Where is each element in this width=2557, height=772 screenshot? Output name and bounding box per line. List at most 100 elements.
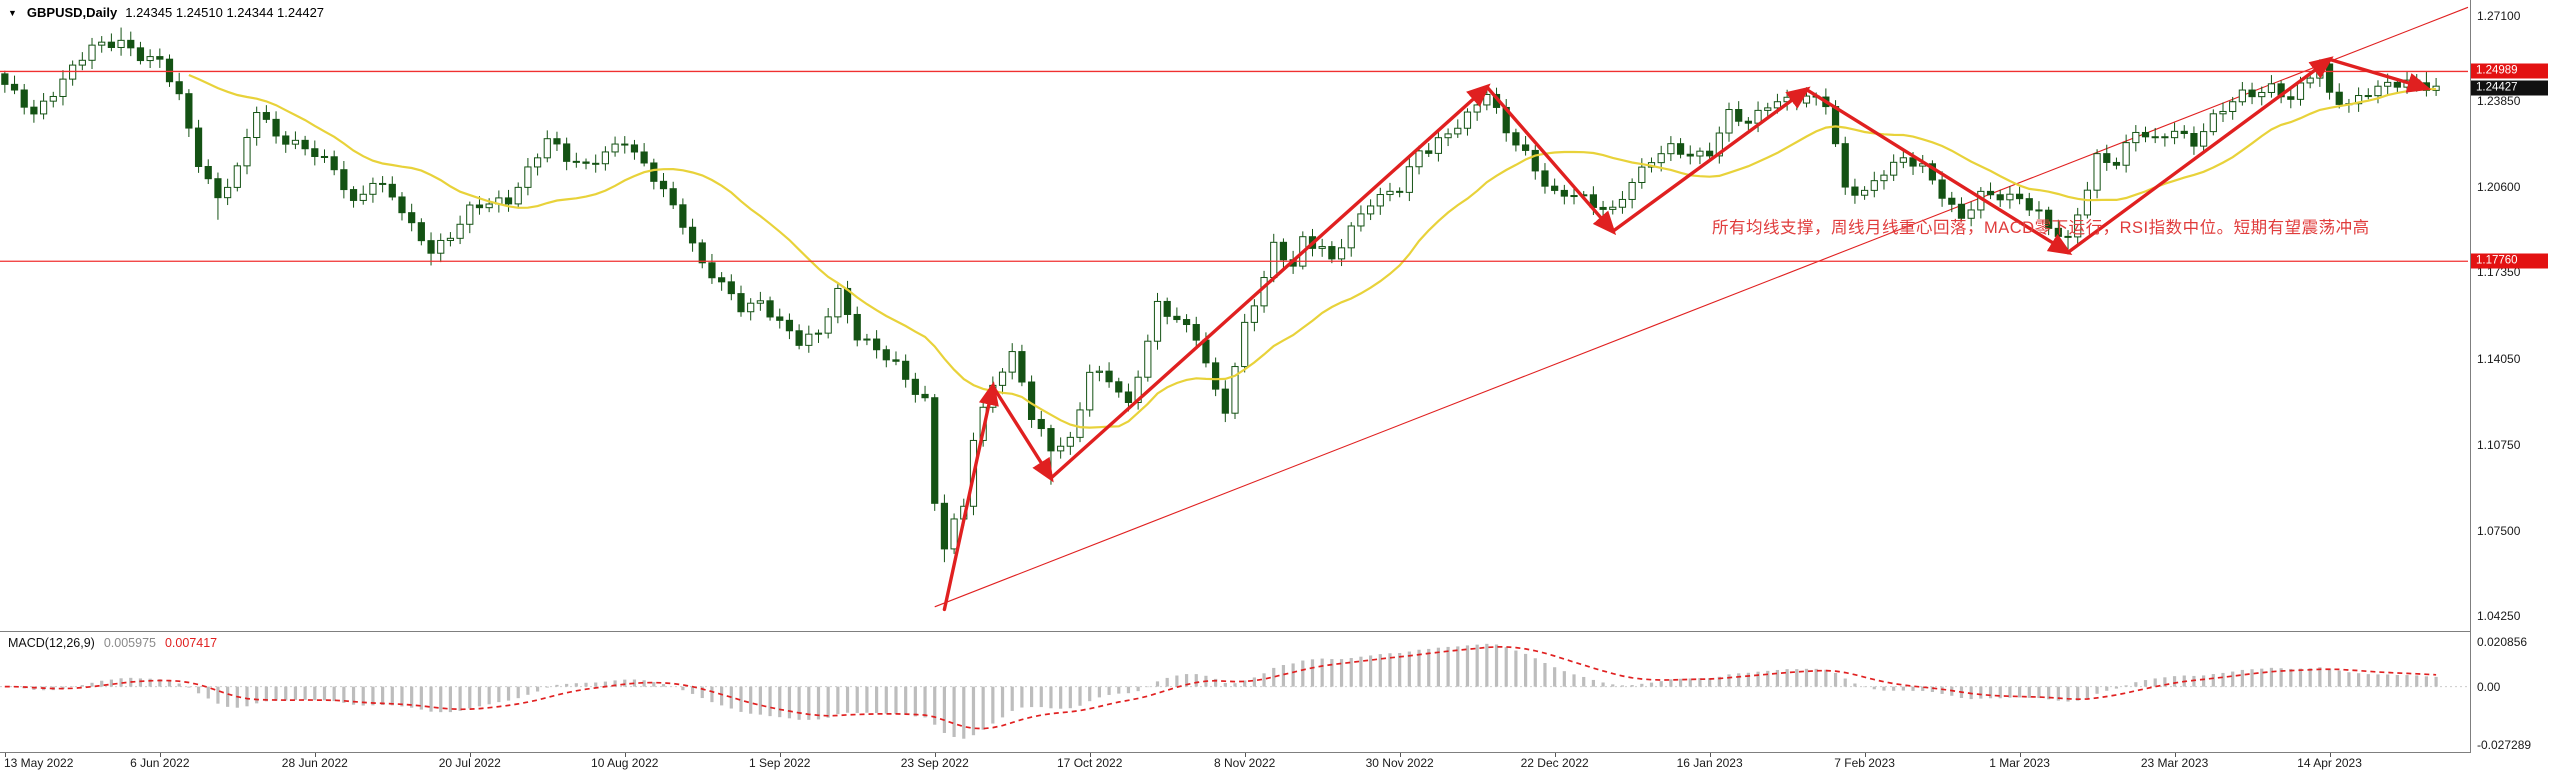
candle (650, 162, 658, 182)
candlestick-chart[interactable] (0, 0, 2470, 631)
candle (311, 148, 319, 157)
candle (1570, 195, 1578, 198)
candle (1066, 436, 1074, 447)
date-tick (2019, 753, 2021, 757)
annotation-text: 所有均线支撑，周线月线重心回落，MACD零下运行，RSI指数中位。短期有望震荡冲… (1712, 219, 2370, 237)
candle (1551, 185, 1559, 191)
date-tick (1709, 753, 1711, 757)
candle (1250, 305, 1258, 323)
candle (2413, 79, 2421, 84)
price-tick-label: 1.10750 (2477, 438, 2521, 453)
candle (572, 160, 580, 163)
candle (504, 197, 513, 205)
candle (2384, 81, 2392, 87)
candle (718, 277, 726, 283)
candle (1938, 179, 1946, 199)
macd-name: MACD(12,26,9) (8, 636, 95, 650)
candle (1037, 418, 1045, 430)
candles-layer (1, 27, 2440, 563)
macd-tick-label: -0.027289 (2477, 738, 2532, 752)
candle (1337, 247, 1346, 260)
candle (2151, 136, 2159, 139)
candle (20, 89, 28, 108)
price-tick-label: 1.20600 (2477, 179, 2521, 194)
date-tick (1554, 753, 1556, 757)
price-tick-label: 1.14050 (2477, 351, 2521, 366)
candle (1609, 206, 1617, 210)
time-axis[interactable]: 13 May 2022 6 Jun 2022 28 Jun 2022 20 Jul 2… (0, 753, 2557, 772)
candle (466, 204, 474, 225)
candle (2325, 63, 2334, 93)
candle (1541, 170, 1549, 187)
candle (408, 212, 416, 224)
candle (1076, 409, 1084, 438)
candle (514, 186, 522, 205)
candle (456, 223, 464, 239)
candle (834, 287, 842, 318)
candle (1, 73, 9, 85)
candle (1182, 319, 1191, 326)
candle (1861, 189, 1869, 196)
chart-dropdown-icon[interactable]: ▼ (8, 7, 17, 18)
candle (30, 106, 38, 115)
candle (2209, 113, 2217, 133)
candle (1686, 153, 1694, 157)
candle (262, 112, 270, 120)
date-tick (1399, 753, 1401, 757)
candle (69, 64, 77, 80)
candle (669, 188, 677, 206)
candle (621, 143, 629, 146)
candle (59, 78, 67, 97)
candle (2045, 209, 2053, 229)
date-label: 23 Sep 2022 (900, 756, 969, 770)
candle (2093, 153, 2101, 191)
price-tick-label: 1.27100 (2477, 9, 2521, 23)
date-label: 1 Sep 2022 (749, 756, 811, 770)
candle (156, 56, 164, 60)
candle (1599, 206, 1607, 210)
candle (1367, 205, 1375, 215)
date-label: 23 Mar 2023 (2140, 756, 2209, 770)
candle (640, 151, 648, 164)
candle (1454, 127, 1462, 135)
candle (2200, 131, 2208, 147)
candle (388, 183, 396, 198)
candle (630, 144, 639, 153)
macd-signal-line (4, 646, 2437, 730)
candle (601, 151, 609, 165)
candle (863, 338, 871, 341)
candle (1086, 371, 1094, 411)
candle (2190, 133, 2198, 147)
panel-separator[interactable] (0, 631, 2470, 632)
ascending-trendline (934, 6, 2469, 608)
trend-arrow (1049, 83, 1491, 480)
candle (1986, 190, 1995, 196)
candle (1521, 144, 1530, 151)
candle (911, 378, 919, 395)
candle (688, 226, 697, 244)
candle (2267, 83, 2276, 93)
candle (533, 157, 542, 168)
date-label: 17 Oct 2022 (1057, 756, 1123, 770)
macd-tick-label: 0.00 (2477, 679, 2501, 694)
macd-panel[interactable] (0, 632, 2470, 752)
candle (1560, 189, 1568, 197)
date-tick (1244, 753, 1246, 757)
candle (1483, 93, 1491, 106)
candle (1696, 150, 1704, 157)
trend-arrow (991, 384, 1054, 483)
candle (1967, 209, 1975, 219)
candle (1163, 300, 1171, 317)
candle (708, 262, 716, 279)
trend-arrow (1611, 86, 1811, 234)
candle (49, 95, 57, 102)
candle (921, 393, 929, 399)
candle (1531, 149, 1539, 172)
trend-arrow (2327, 57, 2432, 93)
chart-title-bar: ▼ GBPUSD,Daily 1.24345 1.24510 1.24344 1… (8, 5, 324, 20)
price-axis[interactable]: 1.24989 1.24427 1.17760 1.27100 1.23850 1.… (2471, 0, 2557, 753)
candle (1425, 150, 1433, 154)
candle (1057, 445, 1065, 452)
candle (1386, 190, 1394, 196)
candle (679, 204, 687, 228)
